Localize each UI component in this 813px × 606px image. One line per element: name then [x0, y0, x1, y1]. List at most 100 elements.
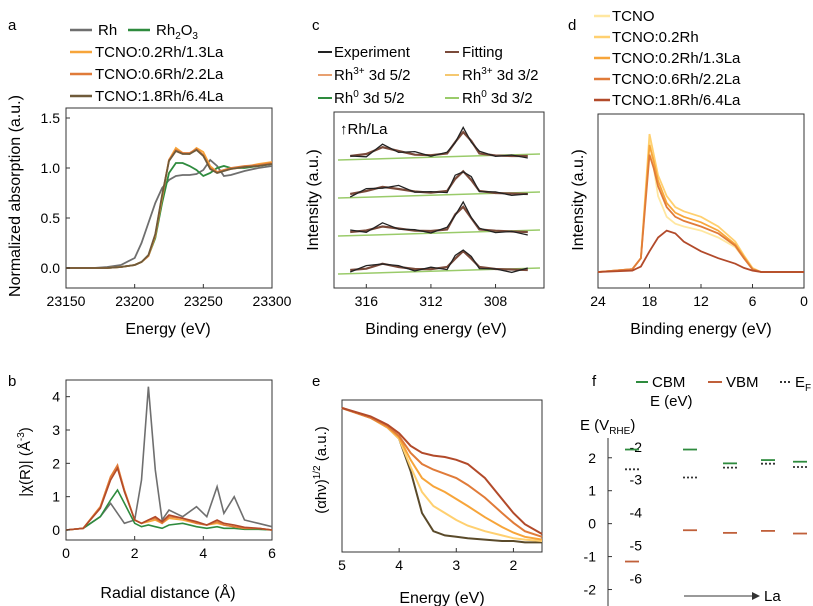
panel-b-yticks: 0 1 2 3 4: [52, 389, 70, 538]
panel-d-plot: [597, 133, 804, 273]
panel-d-legend: TCNO TCNO:0.2Rh TCNO:0.2Rh/1.3La TCNO:0.…: [594, 8, 741, 109]
legend-tcno: TCNO: [612, 8, 655, 25]
panel-a-plot: [66, 146, 273, 269]
panel-d-xtick-label: 0: [800, 293, 808, 309]
panel-b-xtick-label: 4: [199, 545, 207, 561]
panel-a-ylabel: Normalized absorption (a.u.): [7, 95, 24, 297]
legend-rh: Rh: [98, 22, 117, 39]
panel-a-xtick-label: 23200: [115, 293, 154, 309]
panel-f-ytick-right: -3: [630, 472, 643, 488]
panel-f-ytick-right: -2: [630, 439, 643, 455]
panel-d-xtick-label: 18: [642, 293, 658, 309]
panel-d-xlabel: Binding energy (eV): [630, 321, 771, 338]
legend-rh2o3: Rh2O3: [156, 22, 198, 42]
panel-c-xticks: 316 312 308: [355, 284, 508, 309]
legend-rh0-32: Rh0 3d 3/2: [462, 89, 533, 107]
panel-e-xtick-label: 2: [510, 557, 518, 573]
panel-f-xlabel: La: [764, 588, 781, 605]
legend-cbm: CBM: [652, 374, 685, 391]
panel-e-line-tcno-0-2rh-1-3la-2: [341, 407, 543, 541]
panel-b-xtick-label: 2: [131, 545, 139, 561]
panel-a-legend: Rh Rh2O3 TCNO:0.2Rh/1.3La TCNO:0.6Rh/2.2…: [70, 22, 224, 105]
panel-d-frame: [597, 113, 805, 289]
panel-c-fitting: [349, 169, 528, 196]
panel-b-ytick-label: 4: [52, 389, 60, 405]
panel-a-xlabel: Energy (eV): [125, 321, 210, 338]
panel-c-experiment: [350, 126, 528, 159]
panel-e-frame: [341, 399, 543, 553]
panel-c-annotation: ↑Rh/La: [340, 121, 388, 138]
panel-c-experiment: [349, 171, 528, 198]
panel-c-xtick-label: 308: [484, 293, 508, 309]
legend-rh3-32: Rh3+ 3d 3/2: [462, 66, 538, 84]
panel-c-xtick-label: 316: [355, 293, 379, 309]
panel-d-line-tcno-0: [597, 140, 804, 273]
panel-letter-e: e: [312, 373, 320, 390]
legend-rh0-52: Rh0 3d 5/2: [334, 89, 405, 107]
panel-b-ytick-label: 1: [52, 489, 60, 505]
panel-letter-f: f: [592, 373, 597, 390]
panel-a-yticks: 0.0 0.5 1.0 1.5: [41, 110, 70, 276]
legend-vbm: VBM: [726, 374, 759, 391]
panel-a-xtick-label: 23250: [184, 293, 223, 309]
panel-e-xtick-label: 3: [452, 557, 460, 573]
panel-f-ytick-left: 1: [588, 483, 596, 499]
panel-b-ytick-label: 3: [52, 422, 60, 438]
panel-c-xlabel: Binding energy (eV): [365, 321, 506, 338]
panel-b-xtick-label: 0: [62, 545, 70, 561]
panel-c-fitting: [350, 249, 528, 272]
panel-c-experiment: [349, 249, 528, 274]
panel-f-ytick-left: -2: [584, 582, 597, 598]
panel-b-plot: [65, 386, 273, 531]
panel-f-legend: CBM VBM EF: [636, 374, 811, 394]
panel-b-line-tcno-1-8rh-6-4la-4: [65, 466, 273, 531]
panel-b-line-rh-0: [65, 386, 273, 531]
panel-c-experiment: [350, 200, 528, 236]
panel-d-line-tcno-0-6rh-2-2la-3: [597, 154, 804, 273]
panel-b-line-tcno-0-6rh-2-2la-3: [65, 462, 273, 531]
panel-b-xticks: 0 2 4 6: [62, 536, 276, 561]
panel-a-xticks: 23150 23200 23250 23300: [47, 284, 292, 309]
panel-a-ytick-label: 0.0: [41, 260, 61, 276]
panel-f-plot: [625, 448, 807, 563]
panel-a-line-rh-0: [66, 158, 273, 269]
panel-b-line-tcno-0-2rh-1-3la-2: [65, 464, 273, 531]
panel-a-frame: [65, 107, 273, 289]
panel-f-ytick-right: -5: [630, 538, 643, 554]
panel-b-xtick-label: 6: [268, 545, 276, 561]
panel-e-ylabel: (αhν)1/2 (a.u.): [312, 426, 330, 514]
panel-a-line-tcno-1-8rh-6-4la-4: [66, 148, 273, 269]
panel-e-xticks: 5 4 3 2: [338, 548, 518, 573]
legend-experiment: Experiment: [334, 44, 411, 61]
panel-letter-b: b: [8, 373, 16, 390]
legend-rh3-52: Rh3+ 3d 5/2: [334, 66, 410, 84]
panel-a-ytick-label: 1.0: [41, 160, 61, 176]
panel-a-ytick-label: 0.5: [41, 210, 61, 226]
panel-c-frame: [333, 111, 545, 289]
panel-b-frame: [65, 379, 273, 541]
legend-tcno-02rh: TCNO:0.2Rh: [612, 29, 699, 46]
panel-d-xtick-label: 24: [590, 293, 606, 309]
panel-f-arrow-head: [752, 592, 760, 600]
panel-d-line-tcno-0-2rh-1-3la-2: [597, 144, 804, 273]
panel-e-line-tcno-1-8rh-6-4la-4: [341, 407, 543, 535]
panel-e-xlabel: Energy (eV): [399, 590, 484, 606]
panel-f-ytick-right: -4: [630, 505, 643, 521]
panel-d-xticks: 24 18 12 6 0: [590, 284, 808, 309]
panel-a-ytick-label: 1.5: [41, 110, 61, 126]
panel-e-line-tcno-0-6rh-2-2la-3: [341, 407, 543, 538]
panel-letter-d: d: [568, 17, 576, 34]
panel-f-ylabel-left: E (VRHE): [580, 417, 635, 437]
panel-b-ytick-label: 0: [52, 522, 60, 538]
panel-b-ylabel: |χ(R)| (Å-3): [16, 427, 34, 497]
panel-letter-a: a: [8, 17, 17, 34]
panel-c-plot: [337, 126, 541, 275]
panel-a-xtick-label: 23300: [253, 293, 292, 309]
panel-f-yticks: 2 -2 1 -3 0 -4 -1 -5 -2 -6: [584, 439, 643, 598]
panel-c-fitting: [350, 205, 528, 234]
panel-letter-c: c: [312, 17, 320, 34]
legend-ef: EF: [795, 374, 811, 394]
panel-e-xtick-label: 5: [338, 557, 346, 573]
legend-tcno-18rh64la: TCNO:1.8Rh/6.4La: [612, 92, 741, 109]
